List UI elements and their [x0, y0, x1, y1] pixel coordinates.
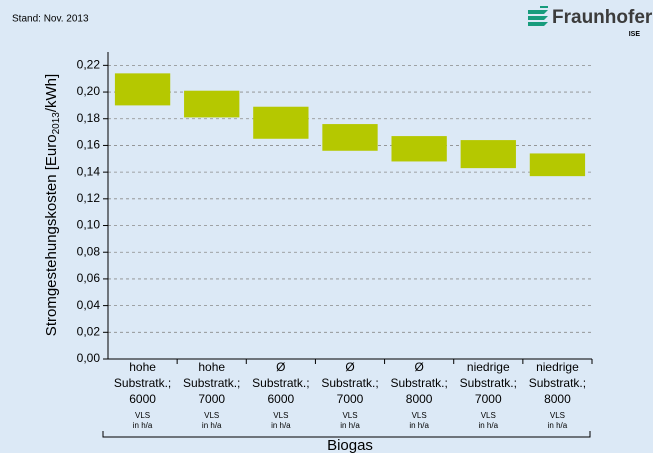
logo-text: Fraunhofer — [552, 7, 653, 28]
x-sublabel: VLS — [273, 411, 288, 420]
stand-label: Stand: Nov. 2013 — [12, 14, 89, 25]
y-tick-label: 0,12 — [77, 191, 101, 205]
x-tick-label: 6000 — [268, 392, 295, 406]
y-label-text: Stromgestehungskosten [Euro — [43, 134, 60, 336]
x-tick-label: Substratk.; — [460, 376, 517, 390]
x-sublabel: VLS — [135, 411, 150, 420]
x-sublabel: in h/a — [133, 421, 153, 430]
x-tick-label: 8000 — [406, 392, 433, 406]
logo: Fraunhofer ISE — [528, 6, 653, 38]
y-tick-label: 0,02 — [77, 324, 101, 338]
group-label: Biogas — [327, 437, 373, 453]
range-bar — [114, 73, 171, 106]
x-sublabel: in h/a — [409, 421, 429, 430]
y-axis-label: Stromgestehungskosten [Euro2013/kWh] — [43, 74, 62, 336]
x-tick-label: 7000 — [475, 392, 502, 406]
y-tick-label: 0,16 — [77, 138, 101, 152]
x-tick-label: Substratk.; — [183, 376, 240, 390]
x-tick-label: Ø — [276, 360, 285, 374]
y-label-end: /kWh] — [43, 74, 60, 112]
y-label-sub: 2013 — [51, 112, 62, 135]
y-tick-label: 0,22 — [77, 58, 101, 72]
x-sublabel: in h/a — [202, 421, 222, 430]
x-tick-label: 8000 — [544, 392, 571, 406]
x-tick-label: Ø — [414, 360, 423, 374]
x-tick-label: 7000 — [337, 392, 364, 406]
x-tick-label: hohe — [129, 360, 156, 374]
range-bar — [322, 124, 378, 151]
x-sublabel: VLS — [342, 411, 357, 420]
x-tick-label: Substratk.; — [321, 376, 378, 390]
x-tick-label: Substratk.; — [252, 376, 309, 390]
x-sublabel: in h/a — [271, 421, 291, 430]
y-tick-label: 0,18 — [77, 111, 101, 125]
x-tick-label: Ø — [345, 360, 354, 374]
y-tick-label: 0,04 — [77, 298, 101, 312]
x-sublabel: VLS — [412, 411, 427, 420]
y-tick-label: 0,06 — [77, 271, 101, 285]
y-tick-label: 0,10 — [77, 218, 101, 232]
x-sublabel: VLS — [204, 411, 219, 420]
range-bar — [529, 153, 586, 177]
x-sublabel: in h/a — [548, 421, 568, 430]
y-tick-label: 0,14 — [77, 164, 101, 178]
group-bracket — [102, 431, 591, 438]
x-tick-label: niedrige — [536, 360, 579, 374]
range-bar — [460, 140, 516, 169]
x-sublabel: VLS — [481, 411, 496, 420]
x-tick-label: Substratk.; — [529, 376, 586, 390]
y-tick-label: 0,00 — [77, 351, 101, 365]
logo-sub: ISE — [629, 31, 641, 38]
x-tick-label: 7000 — [198, 392, 225, 406]
y-tick-label: 0,20 — [77, 84, 101, 98]
x-tick-label: hohe — [198, 360, 225, 374]
x-tick-label: 6000 — [129, 392, 156, 406]
x-sublabel: VLS — [550, 411, 565, 420]
y-tick-label: 0,08 — [77, 244, 101, 258]
x-tick-label: Substratk.; — [390, 376, 447, 390]
range-bar — [184, 90, 240, 118]
x-tick-label: Substratk.; — [114, 376, 171, 390]
range-bar — [253, 106, 309, 139]
x-sublabel: in h/a — [478, 421, 498, 430]
x-sublabel: in h/a — [340, 421, 360, 430]
x-tick-label: niedrige — [467, 360, 510, 374]
range-bar — [391, 136, 447, 162]
